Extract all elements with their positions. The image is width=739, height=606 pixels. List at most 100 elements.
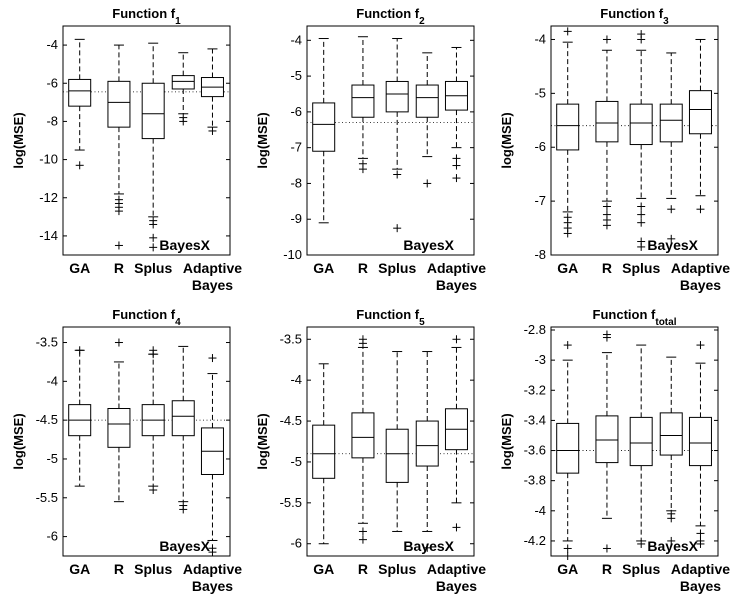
box-5 <box>444 46 468 183</box>
outlier-marker <box>149 243 158 252</box>
outlier-marker <box>423 543 432 552</box>
chart-title: Function f5 <box>356 307 425 328</box>
box-iqr <box>107 408 131 448</box>
outlier-marker <box>563 544 572 553</box>
y-tick-label: -8 <box>290 175 302 190</box>
outlier-marker <box>637 242 646 251</box>
axes-frame <box>306 326 475 557</box>
outlier-marker <box>208 126 217 135</box>
axes-frame <box>62 326 231 557</box>
category-label: R <box>358 561 368 577</box>
y-tick-label: -5 <box>290 68 302 83</box>
y-tick-label: -6 <box>46 529 58 544</box>
chart-panel-6: -4.2 -4 -3.8 -3.6 -3.4 -3.2 -3 -2.8 GA R Splus Adap… <box>499 307 730 594</box>
box-5 <box>200 48 224 135</box>
outlier-marker <box>179 505 188 514</box>
outlier-marker <box>114 338 123 347</box>
y-tick-label: -7 <box>290 140 302 155</box>
category-label: R <box>358 260 368 276</box>
box-iqr <box>171 400 195 437</box>
category-label: Splus <box>378 561 416 577</box>
box-2 <box>351 335 375 544</box>
outlier-marker <box>563 229 572 238</box>
outlier-marker <box>149 350 158 359</box>
y-axis-label: log(MSE) <box>11 413 26 469</box>
box-iqr <box>351 84 375 118</box>
category-label: Adaptive <box>427 561 486 577</box>
y-tick-label: -4.5 <box>36 412 58 427</box>
y-tick-label: -4.2 <box>524 533 546 548</box>
box-iqr <box>688 416 712 467</box>
category-label: GA <box>69 260 90 276</box>
box-4 <box>415 351 439 552</box>
box-3 <box>629 344 653 548</box>
category-sublabel: Bayes <box>436 277 477 293</box>
outlier-marker <box>114 241 123 250</box>
box-2 <box>107 44 131 250</box>
outlier-marker <box>667 536 676 545</box>
category-sublabel: Bayes <box>192 277 233 293</box>
category-label: R <box>114 260 124 276</box>
y-axis-label: log(MSE) <box>11 112 26 168</box>
y-tick-label: -4.5 <box>280 413 302 428</box>
box-5 <box>688 341 712 548</box>
outlier-marker <box>75 346 84 355</box>
box-2 <box>595 330 619 553</box>
box-5 <box>688 38 712 214</box>
outlier-marker <box>452 523 461 532</box>
outlier-marker <box>452 154 461 163</box>
outlier-marker <box>637 539 646 548</box>
y-tick-label: -10 <box>39 152 58 167</box>
box-iqr <box>312 102 336 152</box>
outlier-marker <box>393 170 402 179</box>
category-label: Splus <box>622 260 660 276</box>
box-3 <box>385 38 409 233</box>
category-label: Adaptive <box>671 260 730 276</box>
box-4 <box>415 52 439 188</box>
axes-frame <box>550 326 719 557</box>
axes-frame <box>62 25 231 256</box>
chart-title: Function f4 <box>112 307 181 328</box>
box-2 <box>107 338 131 503</box>
box-iqr <box>659 412 683 456</box>
category-sublabel: Bayes <box>680 578 721 594</box>
box-iqr <box>595 100 619 143</box>
y-tick-label: -7 <box>534 193 546 208</box>
outlier-marker <box>602 333 611 342</box>
axes-frame <box>306 25 475 256</box>
outlier-marker <box>637 210 646 219</box>
box-iqr <box>171 75 195 90</box>
outlier-marker <box>696 539 705 548</box>
box-5 <box>200 354 224 557</box>
y-tick-label: -3.5 <box>36 335 58 350</box>
outlier-marker <box>114 207 123 216</box>
category-label: GA <box>313 260 334 276</box>
outlier-marker <box>667 514 676 523</box>
box-3 <box>141 346 165 495</box>
box-iqr <box>595 415 619 464</box>
chart-title: Function ftotal <box>593 307 677 328</box>
y-tick-label: -4 <box>290 32 302 47</box>
outlier-marker <box>696 205 705 214</box>
box-iqr <box>385 80 409 113</box>
axes-frame <box>550 25 719 256</box>
outlier-marker <box>696 529 705 538</box>
y-tick-label: -2.8 <box>524 322 546 337</box>
y-tick-label: -5.5 <box>280 495 302 510</box>
outlier-marker <box>696 341 705 350</box>
outlier-marker <box>637 202 646 211</box>
y-tick-label: -6 <box>534 139 546 154</box>
y-tick-label: -4 <box>290 372 302 387</box>
outlier-marker <box>423 179 432 188</box>
y-tick-label: -3 <box>534 352 546 367</box>
box-iqr <box>415 420 439 467</box>
chart-title: Function f1 <box>112 6 181 27</box>
bayesx-annotation: BayesX <box>403 538 454 554</box>
y-axis-label: log(MSE) <box>499 112 514 168</box>
category-sublabel: Bayes <box>680 277 721 293</box>
category-label: GA <box>557 561 578 577</box>
box-iqr <box>688 90 712 135</box>
outlier-marker <box>452 161 461 170</box>
